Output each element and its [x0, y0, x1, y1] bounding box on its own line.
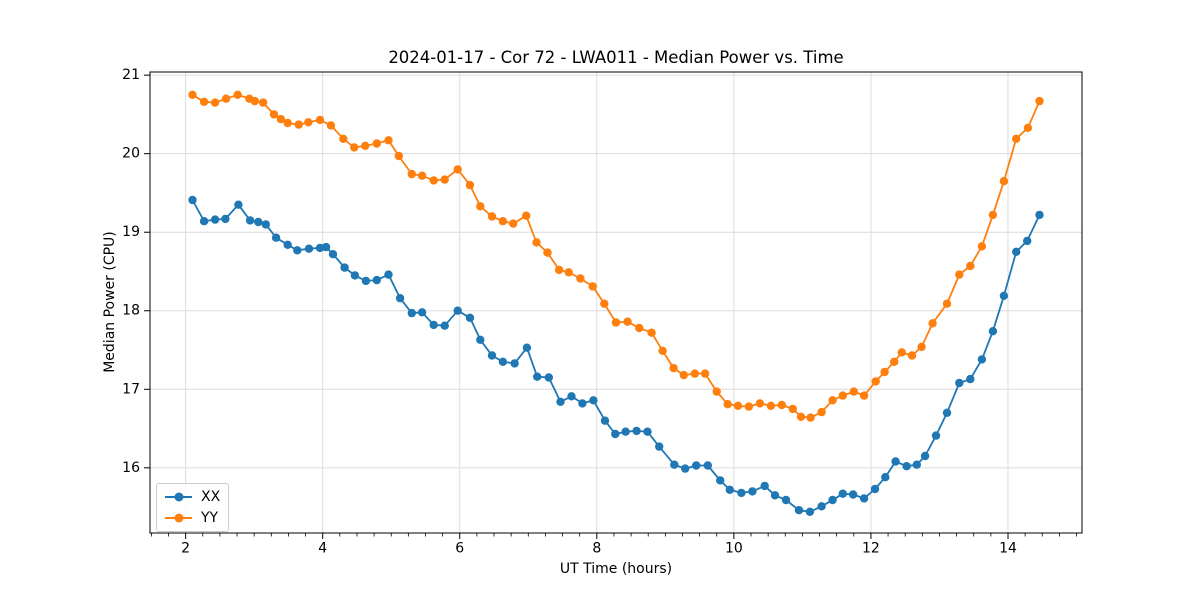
legend-label-yy: YY: [201, 510, 219, 526]
svg-text:6: 6: [455, 541, 464, 557]
svg-text:21: 21: [122, 67, 140, 83]
legend: XX YY: [156, 483, 230, 532]
legend-label-xx: XX: [201, 489, 221, 505]
x-axis-label: UT Time (hours): [559, 561, 673, 577]
svg-text:4: 4: [318, 541, 327, 557]
svg-text:8: 8: [592, 541, 601, 557]
svg-text:18: 18: [122, 303, 140, 319]
svg-text:2: 2: [181, 541, 190, 557]
svg-text:19: 19: [122, 224, 140, 240]
legend-item-yy: YY: [165, 509, 220, 527]
svg-text:14: 14: [999, 541, 1017, 557]
svg-text:12: 12: [862, 541, 880, 557]
svg-text:20: 20: [122, 146, 140, 162]
svg-text:10: 10: [725, 541, 743, 557]
svg-text:16: 16: [122, 460, 140, 476]
legend-marker-yy-icon: [165, 513, 192, 523]
legend-marker-xx-icon: [165, 492, 192, 502]
legend-item-xx: XX: [165, 488, 220, 506]
svg-text:17: 17: [122, 381, 140, 397]
chart-title: 2024-01-17 - Cor 72 - LWA011 - Median Po…: [388, 48, 844, 67]
